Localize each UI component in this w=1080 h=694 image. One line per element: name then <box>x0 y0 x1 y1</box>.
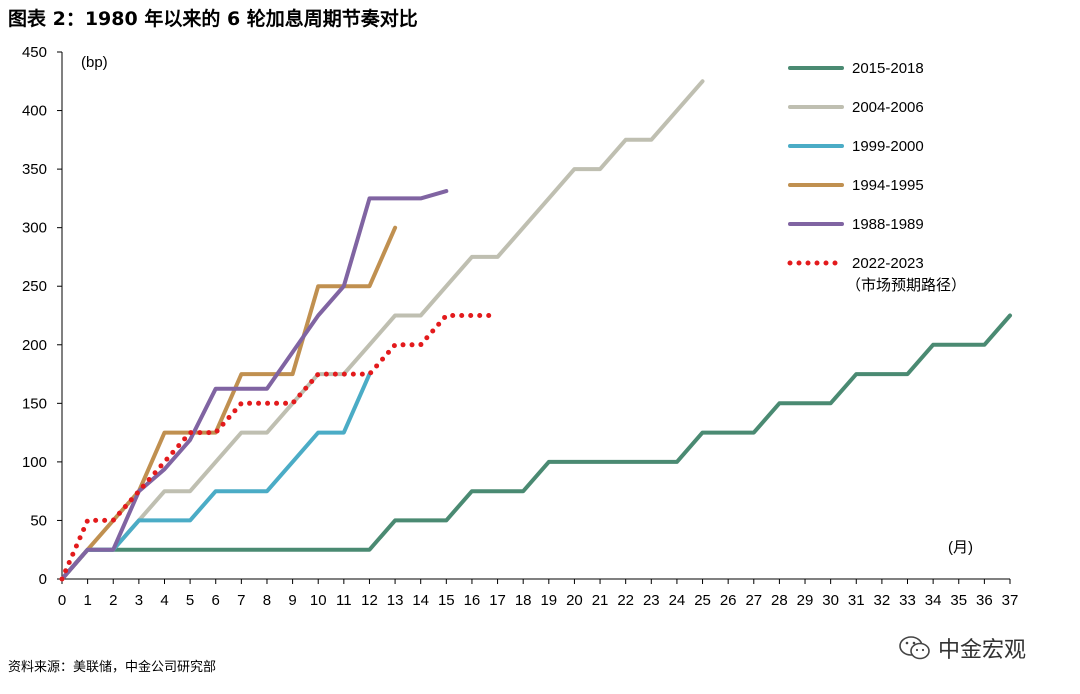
x-tick-label: 4 <box>160 592 168 609</box>
x-tick-label: 34 <box>925 592 942 609</box>
x-tick-label: 30 <box>822 592 839 609</box>
x-tick-label: 27 <box>745 592 762 609</box>
x-tick-label: 20 <box>566 592 583 609</box>
x-tick-label: 36 <box>976 592 993 609</box>
y-tick-label: 450 <box>22 44 47 61</box>
x-tick-label: 9 <box>288 592 296 609</box>
x-tick-label: 24 <box>669 592 686 609</box>
x-tick-label: 0 <box>58 592 66 609</box>
x-tick-label: 28 <box>771 592 788 609</box>
x-tick-label: 14 <box>412 592 429 609</box>
y-tick-label: 350 <box>22 161 47 178</box>
x-tick-label: 32 <box>874 592 891 609</box>
x-tick-label: 22 <box>617 592 634 609</box>
y-tick-label: 150 <box>22 395 47 412</box>
x-tick-label: 19 <box>540 592 557 609</box>
x-tick-label: 7 <box>237 592 245 609</box>
legend-label: 2022-2023 <box>852 255 924 272</box>
chart-legend: 2015-2018 2004-2006 1999-2000 1994-1995 1988… <box>787 60 966 294</box>
x-tick-label: 10 <box>310 592 327 609</box>
y-tick-label: 100 <box>22 454 47 471</box>
chart-series <box>59 79 1012 582</box>
y-tick-label: 50 <box>30 512 47 529</box>
brand-logo: 中金宏观 <box>898 632 1026 664</box>
x-tick-label: 29 <box>797 592 814 609</box>
x-tick-label: 1 <box>83 592 91 609</box>
y-tick-label: 300 <box>22 220 47 237</box>
x-tick-label: 15 <box>438 592 455 609</box>
x-tick-label: 21 <box>592 592 609 609</box>
legend-label: 2004-2006 <box>852 99 924 116</box>
x-tick-label: 37 <box>1002 592 1019 609</box>
x-tick-label: 2 <box>109 592 117 609</box>
y-tick-label: 0 <box>39 571 47 588</box>
series-line-1988-1989 <box>60 189 449 581</box>
x-tick-label: 11 <box>336 592 352 609</box>
x-tick-label: 17 <box>489 592 506 609</box>
series-line-1994-1995 <box>60 225 398 581</box>
legend-label: 1999-2000 <box>852 138 924 155</box>
x-tick-label: 25 <box>694 592 711 609</box>
series-line-2004-2006 <box>60 79 705 581</box>
x-tick-label: 33 <box>899 592 916 609</box>
x-tick-label: 26 <box>720 592 737 609</box>
x-tick-label: 12 <box>361 592 378 609</box>
figure-title: 图表 2：1980 年以来的 6 轮加息周期节奏对比 <box>8 8 418 30</box>
x-tick-label: 31 <box>848 592 865 609</box>
x-tick-label: 8 <box>263 592 271 609</box>
series-line-2015-2018 <box>60 313 1012 581</box>
x-tick-label: 3 <box>135 592 143 609</box>
x-tick-label: 16 <box>464 592 481 609</box>
x-axis-label: (月) <box>948 539 973 556</box>
source-note: 资料来源：美联储，中金公司研究部 <box>8 660 217 675</box>
x-tick-label: 35 <box>950 592 967 609</box>
legend-label: 2015-2018 <box>852 60 924 77</box>
legend-sublabel: （市场预期路径） <box>846 277 966 294</box>
legend-label: 1988-1989 <box>852 216 924 233</box>
legend-label: 1994-1995 <box>852 177 924 194</box>
x-tick-label: 13 <box>387 592 404 609</box>
y-axis-label: (bp) <box>81 54 108 71</box>
x-tick-label: 18 <box>515 592 532 609</box>
x-tick-label: 23 <box>643 592 660 609</box>
series-line-2022-2023 <box>59 313 501 582</box>
y-tick-label: 250 <box>22 278 47 295</box>
x-tick-label: 6 <box>212 592 220 609</box>
brand-name: 中金宏观 <box>938 638 1027 663</box>
x-tick-label: 5 <box>186 592 194 609</box>
y-tick-label: 200 <box>22 337 47 354</box>
wechat-icon <box>899 636 930 660</box>
y-tick-label: 400 <box>22 103 47 120</box>
